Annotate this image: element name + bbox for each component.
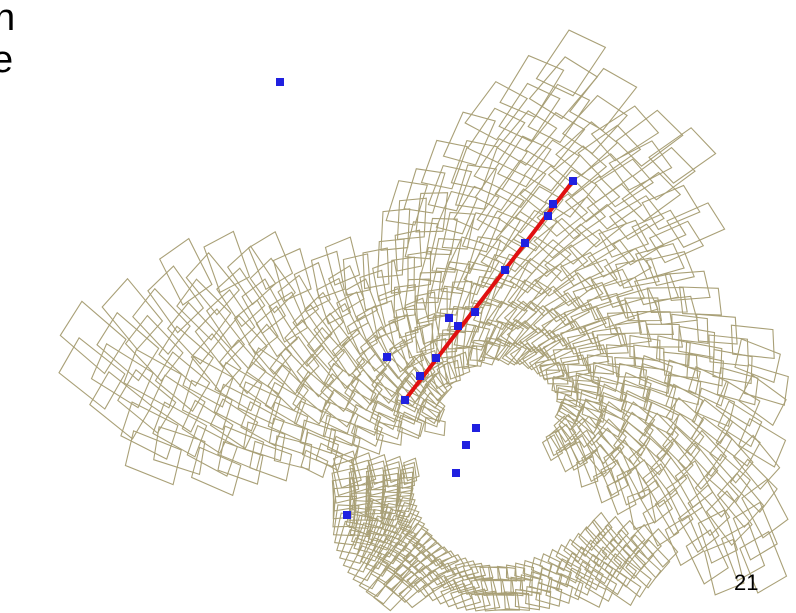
camera-frame [716, 419, 760, 466]
title-fragment: e [0, 39, 13, 81]
camera-frame [556, 574, 583, 600]
feature-marker [544, 212, 552, 220]
camera-frame [386, 181, 427, 225]
camera-frame [718, 401, 762, 446]
camera-frame [570, 436, 593, 465]
feature-marker [432, 354, 440, 362]
camera-frame [610, 196, 664, 240]
feature-marker [521, 239, 529, 247]
camera-frame [647, 252, 695, 286]
camera-frame [183, 380, 233, 429]
camera-frame [465, 82, 527, 140]
camera-frame [294, 263, 330, 312]
feature-marker [471, 308, 479, 316]
camera-frame [646, 324, 682, 347]
feature-marker [383, 353, 391, 361]
camera-frame [218, 442, 263, 484]
camera-frame [667, 203, 725, 247]
camera-frame [468, 108, 525, 162]
camera-frame [373, 261, 401, 301]
feature-marker [401, 396, 409, 404]
slide: n e 21 [0, 0, 796, 613]
page: n e 21 (() => { const data = JSON.parse(… [0, 0, 796, 613]
feature-marker [501, 266, 509, 274]
camera-frame [250, 441, 292, 481]
camera-frame [716, 381, 760, 426]
camera-frame [687, 354, 724, 386]
camera-frame [444, 361, 460, 385]
camera-frame [214, 384, 260, 431]
camera-frame [192, 447, 241, 495]
camera-frame [187, 426, 237, 477]
camera-frame [148, 266, 203, 333]
title-fragment: n [0, 0, 15, 39]
camera-frame [586, 520, 606, 544]
camera-frame [594, 468, 619, 503]
camera-frame [637, 312, 673, 335]
camera-frame [211, 399, 258, 448]
feature-marker [472, 424, 480, 432]
camera-frame [554, 297, 590, 325]
camera-frame [543, 435, 563, 461]
camera-frame [60, 301, 126, 373]
camera-frame [285, 320, 324, 366]
camera-frame [118, 370, 176, 433]
camera-frame [378, 321, 405, 356]
camera-frame [638, 480, 672, 523]
camera-frame [394, 285, 415, 318]
camera-frame [293, 305, 332, 351]
camera-frame [544, 293, 580, 322]
camera-frame [733, 502, 777, 559]
camera-frame [537, 30, 606, 96]
camera-frame [696, 467, 739, 517]
page-number: 21 [734, 570, 758, 595]
camera-frame [528, 84, 589, 142]
camera-frame [422, 140, 468, 188]
camera-frame [244, 422, 285, 461]
feature-marker [452, 469, 460, 477]
feature-marker [343, 511, 351, 519]
feature-marker [549, 200, 557, 208]
feature-marker [445, 314, 453, 322]
camera-frame [153, 402, 207, 457]
feature-marker [569, 177, 577, 185]
camera-frame [247, 348, 291, 394]
feature-marker [276, 78, 284, 86]
camera-frame [665, 271, 710, 300]
reconstruction-view [59, 30, 788, 611]
camera-frame [672, 314, 708, 343]
camera-frame [734, 435, 780, 489]
camera-frame [642, 186, 700, 230]
camera-frame [588, 240, 634, 277]
camera-frame [566, 442, 587, 471]
camera-frame [575, 376, 599, 399]
feature-marker [454, 322, 462, 330]
camera-frame [249, 232, 293, 289]
feature-marker [462, 441, 470, 449]
camera-frame [177, 279, 231, 340]
camera-frame [398, 198, 427, 239]
camera-frame [207, 290, 255, 348]
feature-marker [416, 372, 424, 380]
camera-frame [326, 304, 360, 347]
